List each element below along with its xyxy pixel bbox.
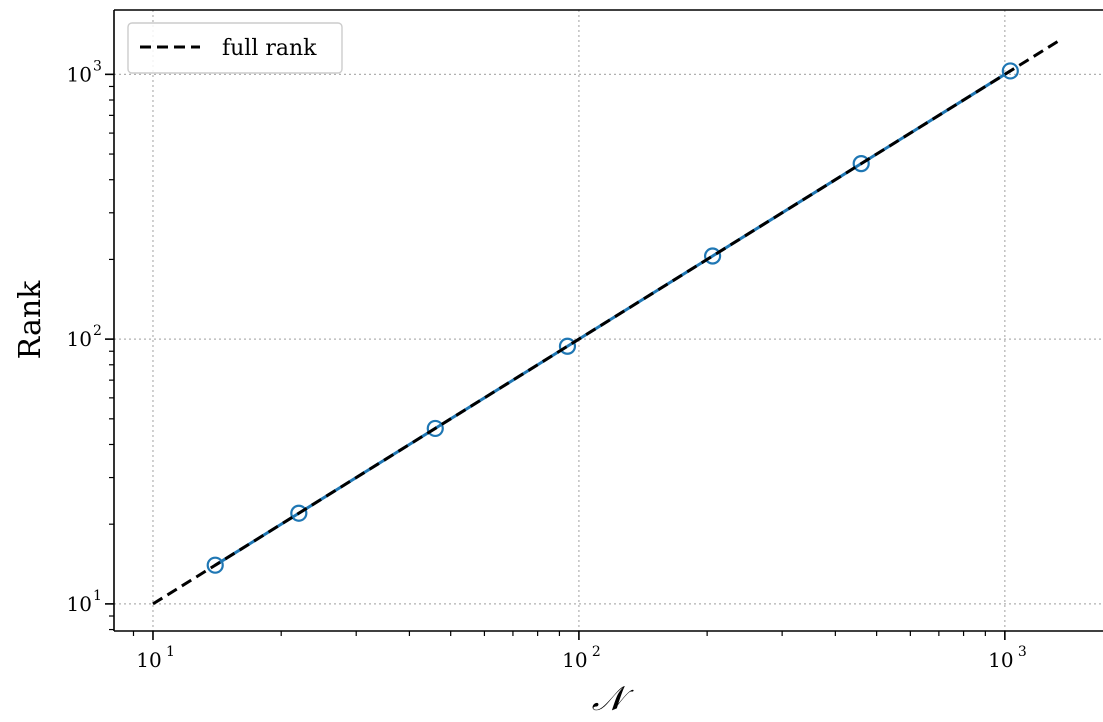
axes bbox=[113, 9, 1103, 632]
y-tick-label: 10 bbox=[67, 62, 92, 86]
data-point bbox=[290, 504, 308, 522]
y-tick-label-exponent: 2 bbox=[93, 323, 102, 339]
grid bbox=[114, 10, 1103, 631]
y-tick-label: 10 bbox=[67, 592, 92, 616]
ticks: 10 1 10 2 10 310 110 210 3 bbox=[67, 58, 1027, 672]
legend: full rank bbox=[127, 22, 343, 74]
x-axis-label: 𝒩 bbox=[592, 679, 635, 719]
data-point bbox=[426, 419, 444, 438]
legend-label-full-rank: full rank bbox=[222, 36, 317, 61]
x-tick-label-exponent: 2 bbox=[592, 644, 601, 660]
y-axis-label: Rank bbox=[13, 280, 48, 359]
data-point bbox=[206, 556, 224, 574]
y-tick-label-exponent: 3 bbox=[93, 58, 102, 74]
legend-box bbox=[127, 22, 343, 74]
series-layer bbox=[152, 39, 1060, 606]
x-tick-label-exponent: 1 bbox=[166, 644, 175, 660]
x-tick-label: 10 bbox=[136, 648, 161, 672]
x-tick-label: 10 bbox=[562, 648, 587, 672]
y-tick-label: 10 bbox=[67, 327, 92, 351]
data-point bbox=[703, 247, 722, 265]
x-tick-label-exponent: 3 bbox=[1018, 644, 1027, 660]
series-line-full-rank bbox=[152, 39, 1060, 606]
data-point bbox=[852, 155, 870, 173]
data-point bbox=[1001, 62, 1019, 80]
x-tick-label: 10 bbox=[988, 648, 1013, 672]
y-tick-label-exponent: 1 bbox=[93, 588, 102, 604]
data-point bbox=[558, 337, 577, 355]
